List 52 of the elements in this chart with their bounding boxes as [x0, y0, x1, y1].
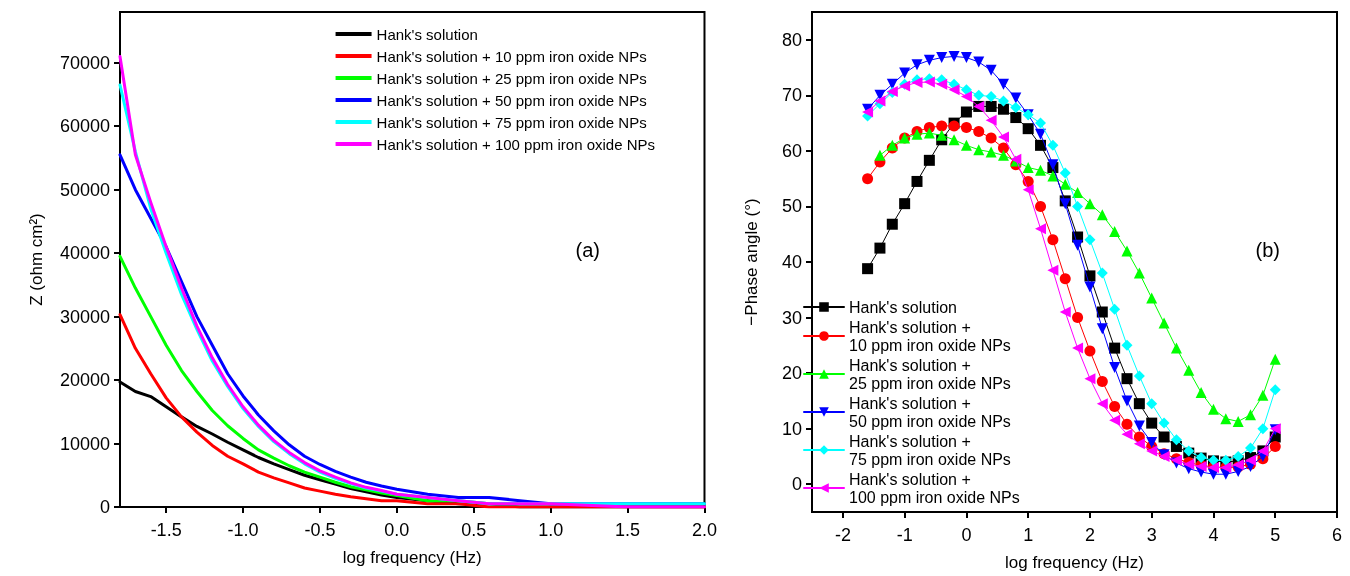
legend-label: Hank's solution + 75 ppm iron oxide NPs: [849, 432, 1011, 468]
x-tick-label: -1: [896, 525, 913, 545]
y-tick-label: 50000: [59, 179, 110, 200]
y-tick-label: 60: [781, 140, 802, 161]
x-tick-label: -2: [834, 525, 851, 545]
x-tick-label: 0.0: [384, 520, 410, 540]
y-tick-label: 50: [781, 196, 802, 217]
legend-label: Hank's solution + 100 ppm iron oxide NPs: [376, 135, 656, 153]
legend-label: Hank's solution + 10 ppm iron oxide NPs: [376, 47, 647, 65]
x-tick-label: -1.5: [150, 520, 182, 540]
x-tick-label: -1.0: [227, 520, 259, 540]
legend-label: Hank's solution + 75 ppm iron oxide NPs: [376, 113, 647, 131]
y-tick-label: 80: [781, 29, 802, 50]
x-tick-label: 1.0: [538, 520, 564, 540]
y-tick-label: 0: [791, 474, 802, 495]
legend-label: Hank's solution + 100 ppm iron oxide NPs: [849, 470, 1020, 506]
x-tick-label: 0.5: [461, 520, 487, 540]
y-tick-label: 60000: [59, 116, 110, 137]
x-tick-label: 2.0: [691, 520, 717, 540]
x-tick-label: 1.5: [615, 520, 641, 540]
x-tick-label: 3: [1146, 525, 1157, 545]
x-tick-label: 1: [1023, 525, 1034, 545]
legend-label: Hank's solution + 50 ppm iron oxide NPs: [849, 394, 1011, 430]
y-tick-label: 20: [781, 363, 802, 384]
y-tick-label: 20000: [59, 370, 110, 391]
y-tick-label: 10000: [59, 433, 110, 454]
annotation: (a): [575, 239, 601, 261]
y-tick-label: 40: [781, 252, 802, 272]
y-tick-label: 30: [781, 307, 802, 328]
y-tick-label: 10: [781, 418, 802, 439]
annotation: (b): [1255, 239, 1281, 261]
x-axis-title: log frequency (Hz): [342, 548, 482, 567]
y-axis-title: Z (ohm cm²): [27, 213, 46, 306]
y-tick-label: 0: [99, 497, 110, 517]
x-axis-title: log frequency (Hz): [1005, 553, 1144, 572]
x-tick-label: 5: [1270, 525, 1281, 545]
x-tick-label: 6: [1331, 525, 1343, 545]
x-tick-label: 4: [1208, 525, 1219, 545]
y-axis-title: −Phase angle (°): [742, 198, 761, 326]
legend-label: Hank's solution: [376, 25, 478, 43]
legend-label: Hank's solution + 50 ppm iron oxide NPs: [376, 91, 647, 109]
legend-label: Hank's solution + 10 ppm iron oxide NPs: [849, 318, 1011, 354]
y-tick-label: 70000: [59, 52, 110, 73]
x-tick-label: 0: [961, 525, 972, 545]
legend-label: Hank's solution + 25 ppm iron oxide NPs: [849, 356, 1011, 392]
y-tick-label: 70: [781, 85, 802, 106]
legend-label: Hank's solution + 25 ppm iron oxide NPs: [376, 69, 647, 87]
x-tick-label: -0.5: [304, 520, 336, 540]
y-tick-label: 30000: [59, 306, 110, 327]
y-tick-label: 40000: [59, 243, 110, 264]
legend-label: Hank's solution: [849, 298, 957, 316]
x-tick-label: 2: [1084, 525, 1095, 545]
